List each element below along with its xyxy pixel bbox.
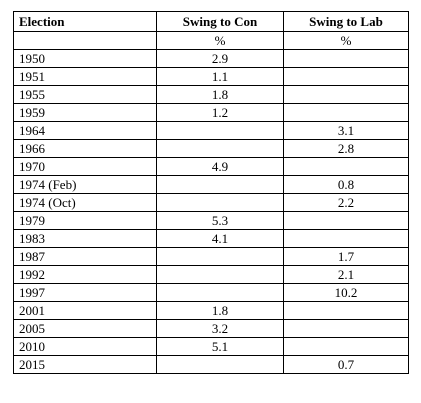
swing-to-lab-cell: 2.1 (283, 265, 409, 284)
table-body: 1950 2.9 1951 1.1 1955 1.8 1959 1.2 1964 3.1 1966 2… (13, 49, 409, 374)
swing-to-con-cell (156, 247, 284, 266)
election-cell: 1974 (Oct) (13, 193, 157, 212)
swing-to-con-cell: 5.3 (156, 211, 284, 230)
swing-to-lab-cell: 0.8 (283, 175, 409, 194)
swing-to-con-cell: 1.2 (156, 103, 284, 122)
swing-to-con-cell: 4.9 (156, 157, 284, 176)
table-row: 1950 2.9 (13, 49, 409, 68)
table-row: 1997 10.2 (13, 283, 409, 302)
election-cell: 1983 (13, 229, 157, 248)
header-election: Election (13, 11, 157, 32)
header-swing-to-lab: Swing to Lab (283, 11, 409, 32)
swing-to-con-cell: 2.9 (156, 49, 284, 68)
table-row: 1974 (Feb) 0.8 (13, 175, 409, 194)
election-cell: 1997 (13, 283, 157, 302)
election-cell: 1970 (13, 157, 157, 176)
table-row: 1970 4.9 (13, 157, 409, 176)
election-cell: 2005 (13, 319, 157, 338)
swing-to-lab-cell (283, 67, 409, 86)
swing-to-con-cell (156, 139, 284, 158)
swing-to-lab-cell (283, 103, 409, 122)
table-row: 1992 2.1 (13, 265, 409, 284)
table-row: 1987 1.7 (13, 247, 409, 266)
election-cell: 1951 (13, 67, 157, 86)
table-row: 1955 1.8 (13, 85, 409, 104)
table-row: 1951 1.1 (13, 67, 409, 86)
swing-to-con-cell (156, 175, 284, 194)
table-row: 1966 2.8 (13, 139, 409, 158)
units-row: % % (13, 31, 409, 50)
election-cell: 1974 (Feb) (13, 175, 157, 194)
swing-to-con-cell: 1.8 (156, 301, 284, 320)
table-row: 1983 4.1 (13, 229, 409, 248)
swing-to-con-cell: 4.1 (156, 229, 284, 248)
unit-swing-to-lab: % (283, 31, 409, 50)
swing-to-lab-cell (283, 301, 409, 320)
swing-to-con-cell (156, 121, 284, 140)
election-cell: 1987 (13, 247, 157, 266)
swing-to-lab-cell (283, 229, 409, 248)
election-swing-table: Election Swing to Con Swing to Lab % % 1… (13, 11, 409, 374)
table-row: 1979 5.3 (13, 211, 409, 230)
table-row: 1974 (Oct) 2.2 (13, 193, 409, 212)
election-cell: 1964 (13, 121, 157, 140)
header-row: Election Swing to Con Swing to Lab (13, 11, 409, 32)
election-cell: 2010 (13, 337, 157, 356)
swing-to-con-cell (156, 193, 284, 212)
election-cell: 2015 (13, 355, 157, 374)
election-cell: 1955 (13, 85, 157, 104)
swing-to-lab-cell: 1.7 (283, 247, 409, 266)
swing-to-con-cell (156, 355, 284, 374)
swing-to-con-cell (156, 265, 284, 284)
table-row: 1959 1.2 (13, 103, 409, 122)
election-cell: 1979 (13, 211, 157, 230)
swing-to-con-cell: 1.1 (156, 67, 284, 86)
table-row: 1964 3.1 (13, 121, 409, 140)
table-row: 2005 3.2 (13, 319, 409, 338)
table-row: 2015 0.7 (13, 355, 409, 374)
swing-to-lab-cell: 2.2 (283, 193, 409, 212)
header-swing-to-con: Swing to Con (156, 11, 284, 32)
swing-to-lab-cell (283, 49, 409, 68)
unit-swing-to-con: % (156, 31, 284, 50)
swing-to-lab-cell: 10.2 (283, 283, 409, 302)
election-cell: 1966 (13, 139, 157, 158)
swing-to-lab-cell (283, 319, 409, 338)
election-cell: 1992 (13, 265, 157, 284)
swing-to-lab-cell: 0.7 (283, 355, 409, 374)
swing-to-lab-cell (283, 337, 409, 356)
swing-to-con-cell: 3.2 (156, 319, 284, 338)
swing-to-con-cell: 5.1 (156, 337, 284, 356)
swing-to-lab-cell: 2.8 (283, 139, 409, 158)
swing-to-lab-cell (283, 211, 409, 230)
election-cell: 1950 (13, 49, 157, 68)
election-cell: 2001 (13, 301, 157, 320)
swing-to-lab-cell (283, 157, 409, 176)
swing-to-con-cell (156, 283, 284, 302)
swing-to-lab-cell: 3.1 (283, 121, 409, 140)
table-row: 2001 1.8 (13, 301, 409, 320)
unit-election (13, 31, 157, 50)
swing-to-lab-cell (283, 85, 409, 104)
table-row: 2010 5.1 (13, 337, 409, 356)
election-cell: 1959 (13, 103, 157, 122)
swing-to-con-cell: 1.8 (156, 85, 284, 104)
